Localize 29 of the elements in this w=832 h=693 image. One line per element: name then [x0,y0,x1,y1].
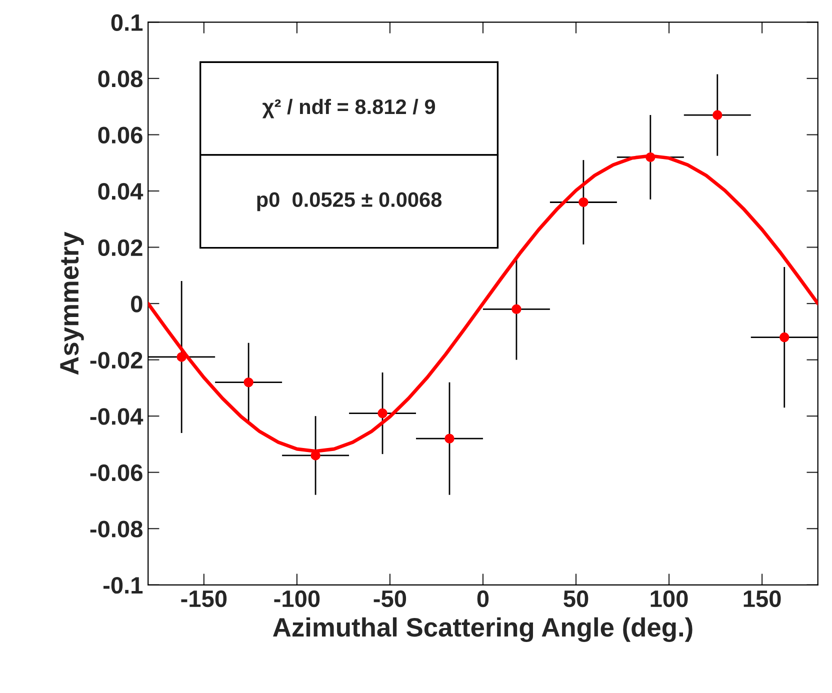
point [378,408,388,418]
y-tick-label: -0.04 [90,408,144,425]
y-tick-label: 0.08 [98,70,143,88]
y-tick-label: -0.1 [103,576,143,594]
y-tick-label: -0.02 [90,352,142,369]
point [512,304,522,314]
point [780,332,790,342]
annotation: χ² / ndf = 8.812 / 9 [262,98,436,118]
x-tick-label: -150 [181,590,227,608]
y-tick-label: 0.02 [98,239,142,256]
point [444,434,454,444]
annotation: p0 0.0525 ± 0.0068 [257,192,442,212]
point [578,197,588,208]
x-tick-label: 150 [744,590,781,608]
x-tick-label: 100 [650,590,688,608]
x-tick-label: 50 [564,590,588,608]
y-tick-label: 0 [131,296,142,312]
y-tick-label: -0.06 [90,464,142,482]
y-tick-label: -0.08 [90,520,143,538]
y-tick-label: 0.06 [98,126,142,144]
x-tick-label: -50 [374,590,406,608]
point [712,110,722,120]
x-tick-label: 0 [477,590,489,608]
y-tick-label: 0.04 [98,183,144,200]
x-axis-title: Azimuthal Scattering Angle (deg.) [273,617,692,642]
point [244,377,254,388]
y-axis-title: Asymmetry [60,232,84,375]
x-tick-label: -100 [274,590,320,608]
y-tick-label: 0.1 [111,14,143,31]
